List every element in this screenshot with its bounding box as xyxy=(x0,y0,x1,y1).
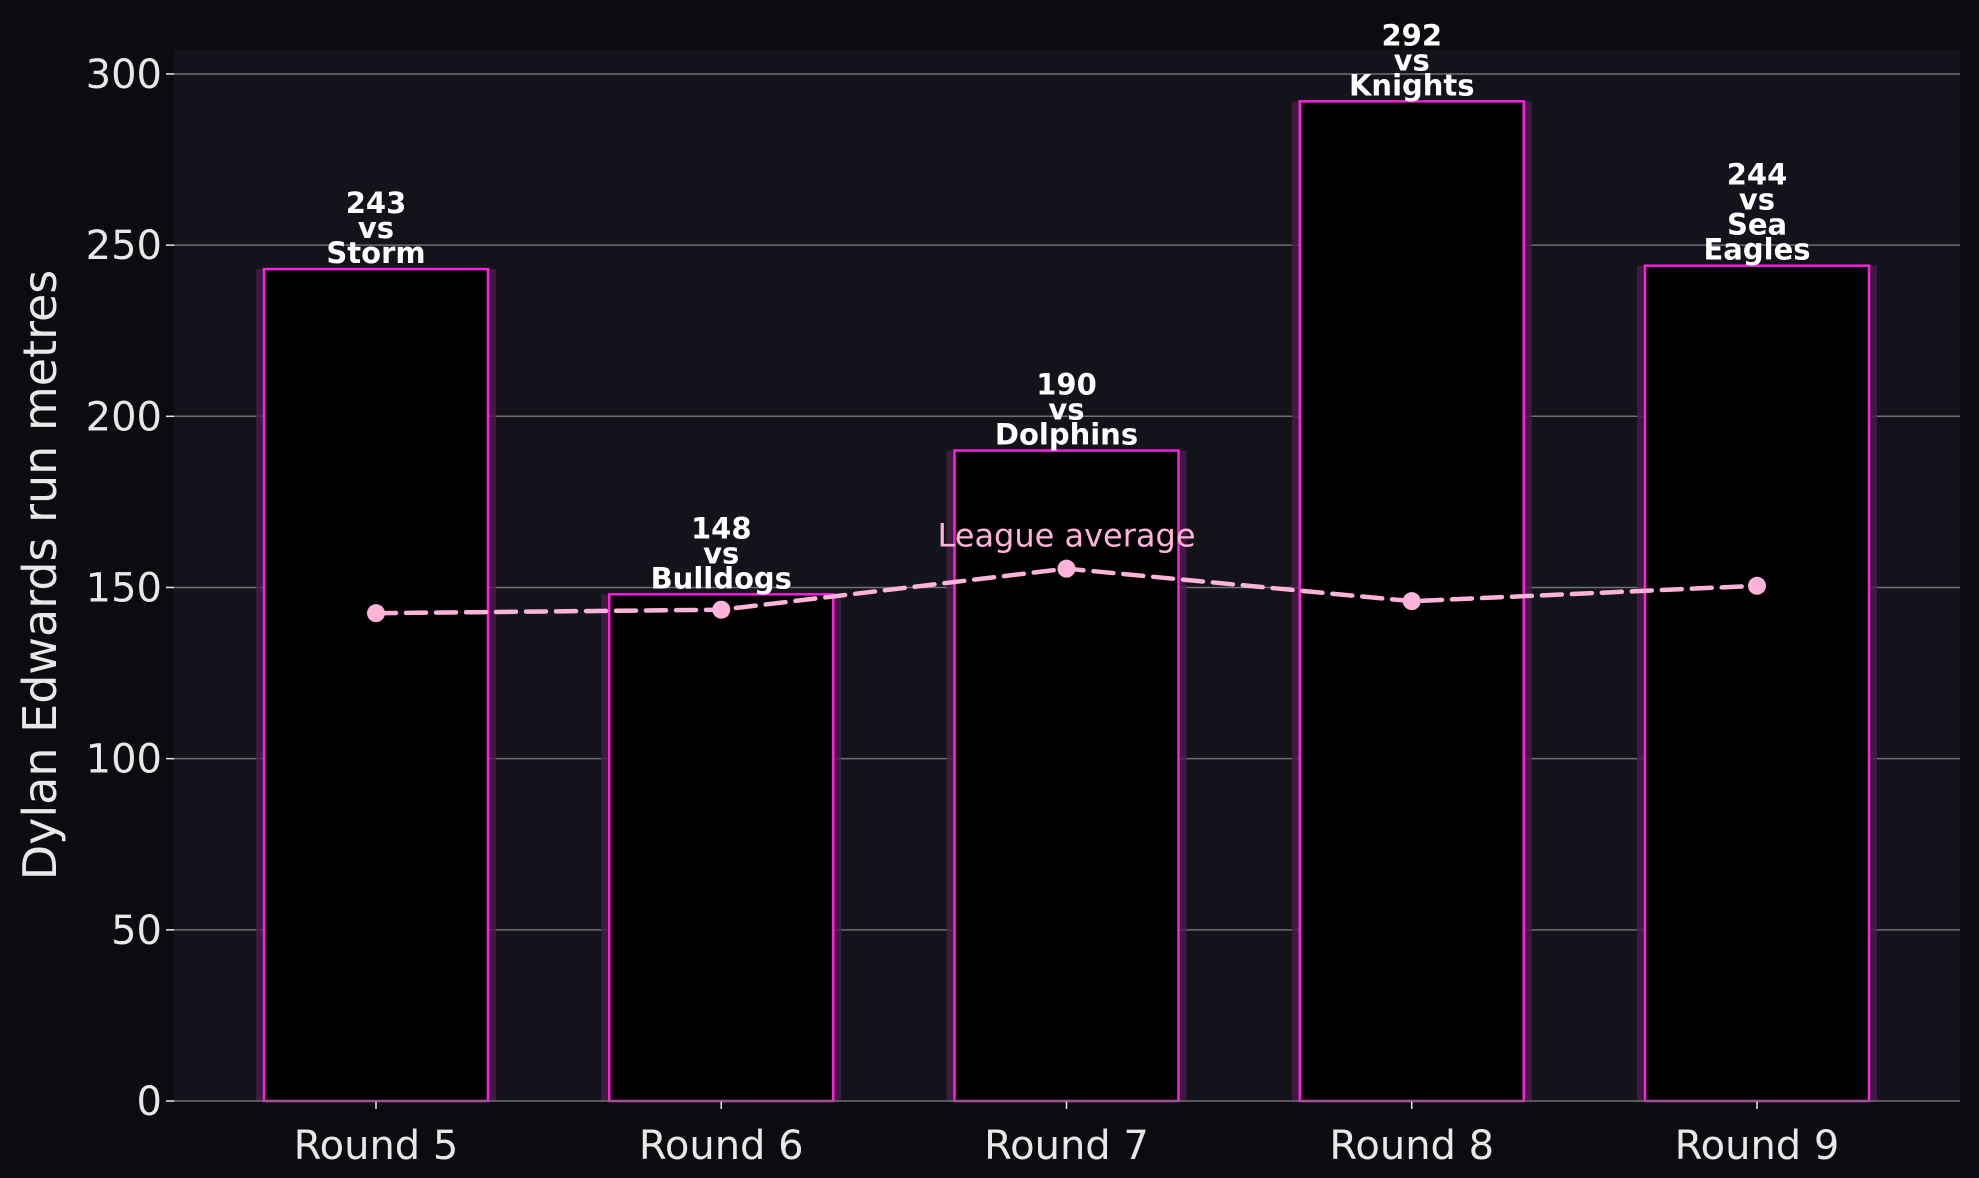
x-tick-label: Round 6 xyxy=(639,1123,804,1169)
y-tick-label: 50 xyxy=(111,908,162,954)
bar-annotation-line: vs xyxy=(1048,393,1084,427)
league-average-point xyxy=(1402,592,1421,611)
bar-annotation-line: vs xyxy=(703,536,739,570)
bar-annotation-line: 148 xyxy=(691,511,752,545)
bar-annotation-line: vs xyxy=(1739,183,1775,217)
bar-annotation-line: Bulldogs xyxy=(651,561,792,595)
y-tick-label: 250 xyxy=(86,223,162,269)
bar xyxy=(262,267,490,1103)
bar-annotation-line: Sea xyxy=(1727,208,1787,242)
bar xyxy=(953,449,1180,1103)
league-average-point xyxy=(367,604,385,623)
y-axis-title: Dylan Edwards run metres xyxy=(13,270,67,881)
x-tick-label: Round 8 xyxy=(1329,1123,1494,1169)
bar-annotation-line: 190 xyxy=(1036,368,1097,402)
bars xyxy=(256,100,1877,1103)
bar-annotations: 243vsStorm148vsBulldogs190vsDolphins292v… xyxy=(326,18,1810,595)
bar-annotation-line: Dolphins xyxy=(995,418,1138,452)
x-tick-label: Round 7 xyxy=(984,1123,1149,1169)
y-axis-ticks: 0 50 100 150 200 250 300 xyxy=(86,52,174,1125)
x-tick-label: Round 9 xyxy=(1675,1123,1840,1169)
y-tick-label: 300 xyxy=(86,52,162,98)
y-tick-label: 0 xyxy=(137,1079,162,1125)
y-tick-label: 200 xyxy=(86,394,162,440)
bar-annotation-line: Knights xyxy=(1349,68,1475,102)
bar-annotation-line: vs xyxy=(358,211,394,245)
league-average-point xyxy=(1057,559,1076,578)
bar-annotation-line: Storm xyxy=(326,236,425,270)
league-average-point xyxy=(712,600,731,619)
x-axis-ticks: Round 5 Round 6 Round 7 Round 8 Round 9 xyxy=(294,1101,1840,1169)
bar-annotation-line: 244 xyxy=(1727,158,1788,192)
bar-annotation-line: vs xyxy=(1394,43,1430,77)
league-average-label: League average xyxy=(937,517,1195,555)
bar xyxy=(1643,264,1871,1103)
bar-annotation-line: Eagles xyxy=(1703,233,1810,267)
y-tick-label: 100 xyxy=(86,737,162,783)
league-average-point xyxy=(1748,576,1766,595)
bar-annotation-line: 243 xyxy=(346,186,407,220)
bar-annotation-line: 292 xyxy=(1381,18,1442,52)
league-average-series: League average xyxy=(367,517,1766,623)
y-tick-label: 150 xyxy=(86,565,162,611)
bar xyxy=(608,593,835,1103)
x-tick-label: Round 5 xyxy=(294,1123,459,1169)
